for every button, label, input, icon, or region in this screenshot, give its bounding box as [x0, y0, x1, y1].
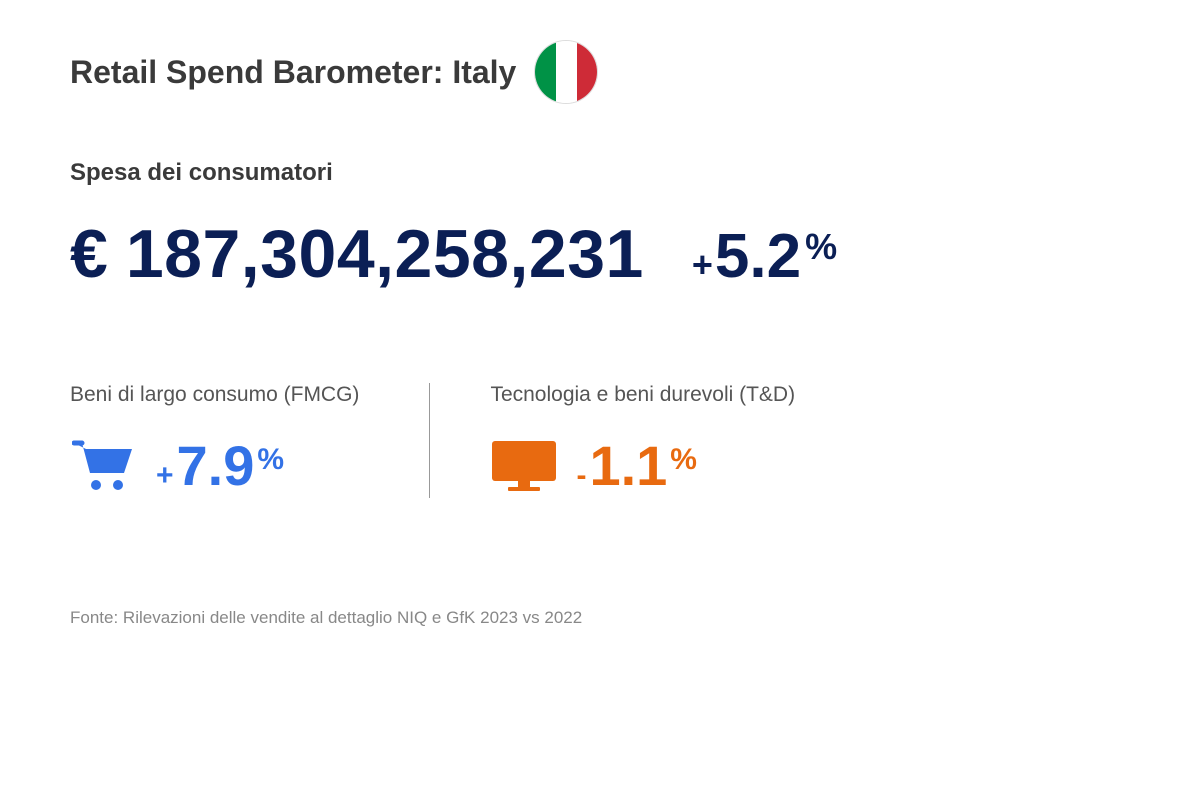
header: Retail Spend Barometer: Italy [70, 40, 1130, 104]
source-text: Fonte: Rilevazioni delle vendite al dett… [70, 608, 1130, 628]
main-change: + 5.2 % [692, 221, 837, 292]
td-pct: 1.1 [589, 433, 667, 498]
categories: Beni di largo consumo (FMCG) + 7.9 % Tec… [70, 383, 1130, 498]
main-stat: € 187,304,258,231 + 5.2 % [70, 215, 1130, 293]
fmcg-value: + 7.9 % [156, 433, 284, 498]
main-amount: € 187,304,258,231 [70, 215, 644, 293]
cart-icon [70, 439, 138, 493]
italy-flag-icon [534, 40, 598, 104]
flag-stripe-white [556, 41, 577, 103]
main-value: 187,304,258,231 [126, 215, 644, 293]
td-sign: - [576, 459, 586, 493]
main-pct-symbol: % [805, 226, 837, 268]
currency-symbol: € [70, 215, 108, 293]
td-stat: - 1.1 % [490, 433, 795, 498]
fmcg-stat: + 7.9 % [70, 433, 359, 498]
subtitle: Spesa dei consumatori [70, 159, 1130, 187]
td-pct-symbol: % [670, 443, 697, 477]
category-fmcg: Beni di largo consumo (FMCG) + 7.9 % [70, 383, 429, 498]
category-td: Tecnologia e beni durevoli (T&D) - 1.1 % [429, 383, 795, 498]
fmcg-sign: + [156, 459, 174, 493]
main-pct: 5.2 [715, 221, 801, 292]
fmcg-label: Beni di largo consumo (FMCG) [70, 383, 359, 407]
td-label: Tecnologia e beni durevoli (T&D) [490, 383, 795, 407]
monitor-icon [490, 439, 558, 493]
page-title: Retail Spend Barometer: Italy [70, 54, 516, 91]
fmcg-pct: 7.9 [177, 433, 255, 498]
td-value: - 1.1 % [576, 433, 697, 498]
fmcg-pct-symbol: % [257, 443, 284, 477]
flag-stripe-green [535, 41, 556, 103]
main-sign: + [692, 244, 713, 286]
flag-stripe-red [577, 41, 598, 103]
